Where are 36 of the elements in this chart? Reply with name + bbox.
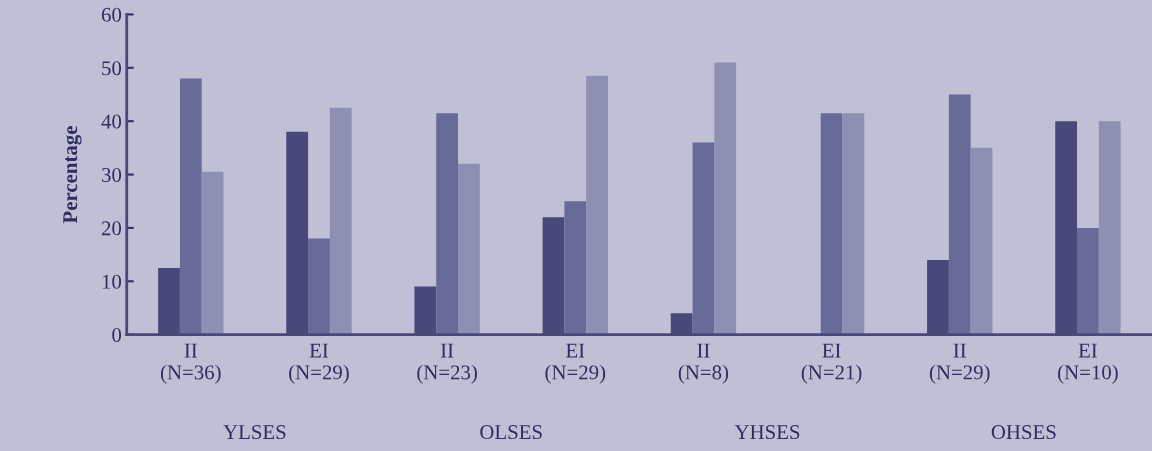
bar [820, 113, 843, 335]
bar [586, 75, 608, 335]
text: OHSES [991, 425, 1056, 440]
bar [436, 113, 459, 335]
x-tick-label: EI (N=29) [545, 343, 606, 384]
x-tick-label: EI (N=29) [289, 343, 349, 384]
bar [714, 62, 737, 335]
bar [329, 107, 352, 335]
bar [970, 147, 993, 335]
bar [564, 201, 587, 335]
text: OLSES [480, 425, 542, 440]
bar [1077, 227, 1099, 335]
bar [179, 78, 202, 335]
x-tick-label: EI (N=10) [1058, 343, 1118, 384]
x-tick-label: II (N=36) [160, 343, 221, 384]
y-axis-title: Percentage [63, 126, 82, 224]
y-tick-label: 20 [101, 221, 122, 236]
text: YLSES [223, 425, 286, 440]
bar [458, 163, 480, 335]
text: YHSES [734, 425, 800, 440]
y-tick-label: 60 [101, 7, 122, 22]
x-tick-label: II (N=23) [417, 343, 477, 384]
y-tick-label: 50 [102, 61, 122, 76]
y-tick-label: 10 [102, 274, 122, 289]
y-tick-label: 40 [101, 114, 122, 129]
x-tick-label: II (N=29) [929, 343, 990, 384]
bar [692, 142, 715, 335]
y-tick-label: 0 [112, 328, 122, 343]
bar [201, 171, 224, 335]
bar [842, 113, 865, 335]
y-tick-label: 30 [102, 167, 122, 182]
x-tick-label: EI (N=21) [801, 343, 862, 384]
bar [1098, 121, 1121, 335]
x-tick-label: II (N=8) [678, 343, 729, 384]
bar [308, 238, 330, 335]
bar [948, 94, 971, 335]
